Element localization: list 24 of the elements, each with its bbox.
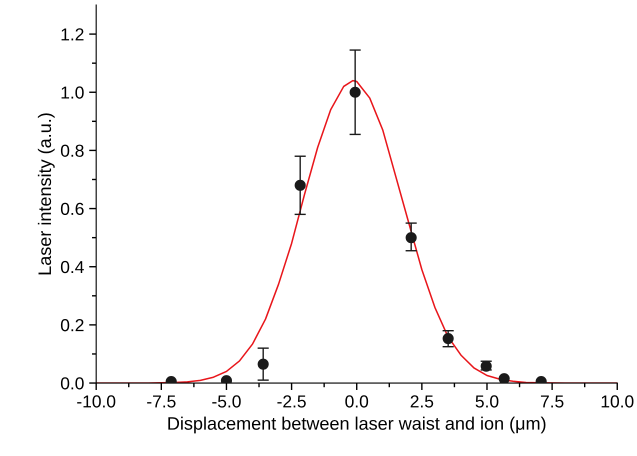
x-tick-label: 5.0	[476, 395, 498, 408]
x-tick-label: 0.0	[345, 395, 368, 408]
x-tick-label: 10.0	[602, 395, 634, 408]
y-tick-label: 1.2	[62, 28, 84, 40]
x-tick-label: -7.5	[147, 395, 176, 408]
x-axis-title: Displacement between laser waist and ion (μm)	[168, 416, 546, 434]
y-axis-title: Laser intensity (a.u.)	[38, 113, 55, 274]
point	[442, 332, 454, 344]
x-tick-label: -5.0	[212, 395, 241, 408]
y-tick-label: 0.8	[60, 144, 84, 157]
y-tick-label: 1.0	[62, 86, 84, 99]
x-tick-label: 2.5	[410, 395, 434, 408]
point	[406, 232, 417, 244]
x-tick-label: 7.5	[540, 395, 564, 408]
x-tick-label: -10.0	[77, 395, 116, 408]
y-tick-label: 0.0	[60, 377, 84, 390]
point	[350, 86, 361, 98]
point	[498, 373, 510, 384]
x-tick-label: -2.5	[277, 395, 306, 408]
point	[294, 180, 306, 191]
y-tick-label: 0.2	[60, 319, 84, 332]
point	[258, 358, 269, 370]
y-tick-label: 0.6	[60, 202, 84, 216]
y-tick-label: 0.4	[60, 260, 84, 274]
